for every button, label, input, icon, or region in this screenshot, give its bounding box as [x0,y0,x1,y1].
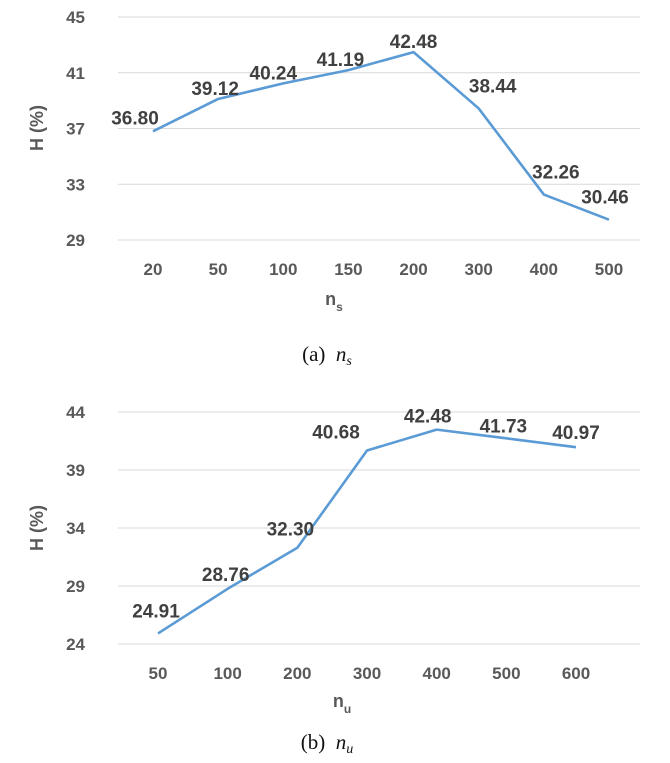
y-tick-label: 29 [66,577,85,596]
x-tick-label: 150 [334,260,362,279]
x-axis-title: nu [333,691,351,716]
x-tick-label: 400 [422,664,450,683]
y-tick-label: 45 [66,8,85,27]
series-line [157,428,577,635]
data-label: 39.12 [191,79,239,100]
x-tick-label: 100 [269,260,297,279]
data-label: 40.24 [250,63,298,84]
x-tick-label: 50 [149,664,168,683]
figure-caption: (b) nu [301,730,354,757]
data-label: 41.19 [317,50,365,71]
x-tick-label: 100 [213,664,241,683]
chart-0: 29 33 37 41 45 36.80 39.12 40.24 41.19 42.48 38.44… [27,8,640,369]
data-label: 36.80 [111,108,159,129]
x-tick-label: 500 [595,260,623,279]
y-tick-label: 24 [66,635,85,654]
x-tick-label: 20 [144,260,163,279]
data-label: 32.30 [267,520,315,541]
x-tick-label: 50 [209,260,228,279]
y-tick-label: 44 [66,403,85,422]
data-label: 42.48 [404,407,452,428]
data-label: 40.68 [312,423,360,444]
data-label: 42.48 [390,32,438,53]
y-tick-label: 37 [66,120,85,139]
y-tick-label: 39 [66,461,85,480]
data-label: 30.46 [581,188,629,209]
x-tick-label: 500 [492,664,520,683]
figure-caption: (a) ns [302,342,352,369]
x-axis-title: ns [325,289,343,314]
x-tick-label: 300 [465,260,493,279]
x-tick-label: 200 [283,664,311,683]
x-tick-label: 600 [562,664,590,683]
data-label: 28.76 [202,565,250,586]
data-label: 24.91 [132,601,180,622]
data-label: 40.97 [552,423,600,444]
x-tick-label: 400 [530,260,558,279]
y-axis-title: H (%) [27,505,47,551]
data-label: 41.73 [480,416,528,437]
data-label: 32.26 [532,163,580,184]
series-line [152,50,610,221]
y-tick-label: 29 [66,231,85,250]
chart-1: 24 29 34 39 44 24.91 28.76 32.30 40.68 42.48 41.73… [27,403,640,757]
data-label: 38.44 [469,76,517,97]
y-tick-label: 41 [66,64,85,83]
y-tick-label: 33 [66,175,85,194]
y-tick-label: 34 [66,519,85,538]
x-tick-label: 300 [353,664,381,683]
x-tick-label: 200 [399,260,427,279]
y-axis-title: H (%) [27,105,47,151]
